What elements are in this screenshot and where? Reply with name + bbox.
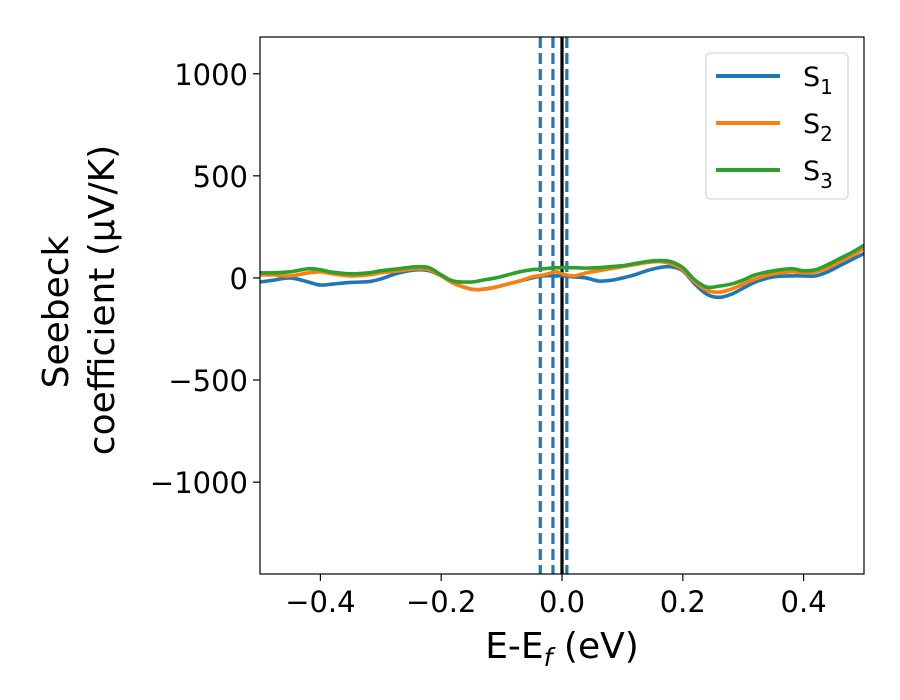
x-axis-label: E-Ef (eV) bbox=[485, 626, 639, 672]
x-axis-label-main: E-E bbox=[485, 626, 543, 667]
y-tick-label: 1000 bbox=[174, 58, 248, 92]
x-tick-label: −0.4 bbox=[285, 585, 355, 619]
y-tick-label: 0 bbox=[230, 262, 248, 296]
legend-label-s1: S1 bbox=[803, 62, 833, 99]
legend-label-sub: 2 bbox=[820, 122, 833, 146]
x-tick-label: −0.2 bbox=[406, 585, 476, 619]
y-axis-label: Seebeck coefficient (μV/K) bbox=[36, 145, 123, 455]
reference-lines bbox=[538, 37, 569, 574]
legend-label-main: S bbox=[803, 62, 820, 93]
y-axis-ticks: −1000 −500 0 500 1000 bbox=[150, 58, 260, 500]
series-line-s3 bbox=[260, 243, 864, 290]
y-tick-label: 500 bbox=[193, 160, 248, 194]
legend-label-main: S bbox=[803, 156, 820, 187]
y-axis-label-line-1: Seebeck bbox=[36, 235, 77, 388]
legend-label-sub: 3 bbox=[820, 169, 833, 193]
x-axis-ticks: −0.4 −0.2 0.0 0.2 0.4 bbox=[285, 574, 827, 619]
x-tick-label: 0.0 bbox=[539, 585, 585, 619]
series-line-s2 bbox=[260, 246, 864, 295]
legend-frame bbox=[705, 52, 849, 200]
legend-label-main: S bbox=[803, 109, 820, 140]
y-tick-label: −500 bbox=[168, 364, 248, 398]
legend-label-s2: S2 bbox=[803, 109, 833, 146]
legend-label-s3: S3 bbox=[803, 156, 833, 193]
x-tick-label: 0.2 bbox=[660, 585, 706, 619]
series-lines bbox=[260, 243, 864, 300]
legend-label-sub: 1 bbox=[820, 75, 833, 99]
x-axis-label-tail: (eV) bbox=[552, 626, 638, 667]
y-axis-label-line-2: coefficient (μV/K) bbox=[82, 145, 123, 455]
x-tick-label: 0.4 bbox=[781, 585, 827, 619]
y-tick-label: −1000 bbox=[150, 466, 248, 500]
